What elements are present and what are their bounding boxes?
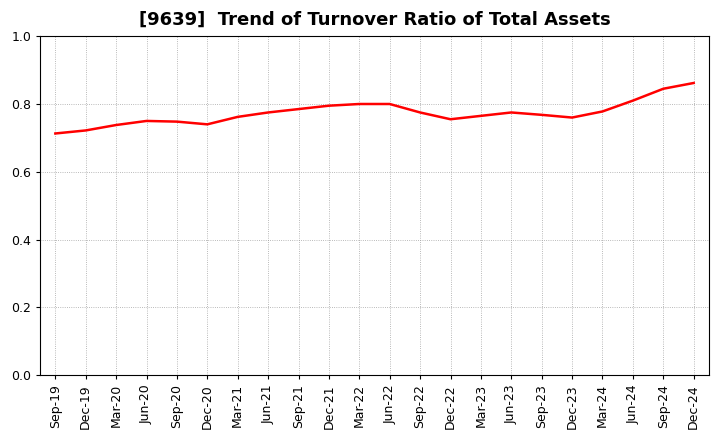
Title: [9639]  Trend of Turnover Ratio of Total Assets: [9639] Trend of Turnover Ratio of Total …	[139, 11, 611, 29]
